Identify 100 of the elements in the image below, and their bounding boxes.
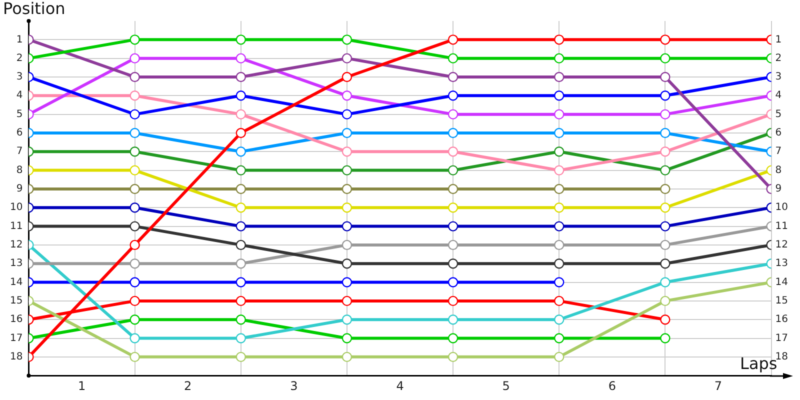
point xyxy=(554,90,564,101)
y2-tick-label: 12 xyxy=(775,240,788,251)
point xyxy=(236,90,246,101)
point xyxy=(554,221,564,232)
point xyxy=(554,352,564,362)
point xyxy=(236,53,246,64)
x-axis-title: Laps xyxy=(740,354,778,373)
point xyxy=(130,109,140,120)
point xyxy=(130,314,140,325)
point xyxy=(130,72,140,82)
point xyxy=(660,184,670,194)
point xyxy=(342,221,352,232)
point xyxy=(448,258,458,269)
point xyxy=(342,146,352,157)
point xyxy=(342,184,352,194)
point xyxy=(554,146,564,157)
point xyxy=(448,314,458,325)
point xyxy=(342,128,352,138)
point xyxy=(130,146,140,157)
point xyxy=(342,296,352,306)
point xyxy=(554,258,564,269)
point xyxy=(130,184,140,194)
point xyxy=(660,128,670,138)
x-tick-label: 1 xyxy=(78,378,86,393)
point xyxy=(342,277,352,288)
point xyxy=(236,128,246,138)
point xyxy=(236,296,246,306)
point xyxy=(236,333,246,344)
point xyxy=(130,296,140,306)
point xyxy=(342,34,352,45)
point xyxy=(448,202,458,213)
point xyxy=(448,184,458,194)
point xyxy=(448,72,458,82)
y2-tick-label: 15 xyxy=(775,296,788,307)
point xyxy=(554,314,564,325)
point xyxy=(236,184,246,194)
point xyxy=(448,221,458,232)
point xyxy=(660,296,670,306)
point xyxy=(448,53,458,64)
point xyxy=(660,258,670,269)
y-tick-label: 6 xyxy=(16,128,23,139)
y-tick-label: 16 xyxy=(10,314,23,326)
point xyxy=(660,277,670,288)
y-tick-label: 3 xyxy=(16,72,23,83)
y2-tick-label: 9 xyxy=(775,184,782,195)
point xyxy=(130,221,140,232)
y2-tick-label: 17 xyxy=(775,332,788,344)
x-tick-label: 4 xyxy=(396,378,404,393)
point xyxy=(554,202,564,213)
point xyxy=(236,34,246,45)
y2-tick-label: 6 xyxy=(775,128,782,139)
point xyxy=(236,202,246,213)
point xyxy=(236,109,246,120)
point xyxy=(130,165,140,176)
y2-tick-label: 13 xyxy=(775,258,788,270)
y-tick-label: 15 xyxy=(10,296,23,307)
point xyxy=(448,277,458,288)
point xyxy=(130,258,140,269)
point xyxy=(342,314,352,325)
point xyxy=(130,90,140,101)
y-axis-title: Position xyxy=(3,0,66,18)
point xyxy=(554,53,564,64)
point xyxy=(236,240,246,250)
point xyxy=(342,53,352,64)
y-tick-label: 10 xyxy=(10,202,23,214)
y-tick-label: 5 xyxy=(16,108,23,120)
y-tick-label: 17 xyxy=(10,332,23,344)
x-tick-label: 6 xyxy=(608,378,616,393)
point xyxy=(554,72,564,82)
point xyxy=(448,333,458,344)
point xyxy=(448,165,458,176)
point xyxy=(660,333,670,344)
y2-tick-label: 16 xyxy=(775,314,788,326)
y2-tick-label: 11 xyxy=(775,220,788,232)
point xyxy=(554,128,564,138)
y-tick-label: 18 xyxy=(10,352,23,363)
y2-tick-label: 10 xyxy=(775,202,788,214)
point xyxy=(660,72,670,82)
y2-tick-label: 4 xyxy=(775,90,782,102)
point xyxy=(130,34,140,45)
point xyxy=(130,128,140,138)
point xyxy=(660,221,670,232)
point xyxy=(236,146,246,157)
point xyxy=(342,333,352,344)
x-tick-label: 5 xyxy=(502,378,510,393)
y-tick-label: 4 xyxy=(16,90,23,102)
point xyxy=(660,34,670,45)
point xyxy=(130,333,140,344)
point xyxy=(130,53,140,64)
point xyxy=(236,352,246,362)
point xyxy=(660,202,670,213)
y-tick-label: 9 xyxy=(16,184,23,195)
point xyxy=(448,296,458,306)
point xyxy=(236,314,246,325)
point xyxy=(130,202,140,213)
point xyxy=(554,277,564,288)
y-tick-label: 14 xyxy=(10,276,23,288)
point xyxy=(130,352,140,362)
point xyxy=(660,314,670,325)
point xyxy=(342,258,352,269)
